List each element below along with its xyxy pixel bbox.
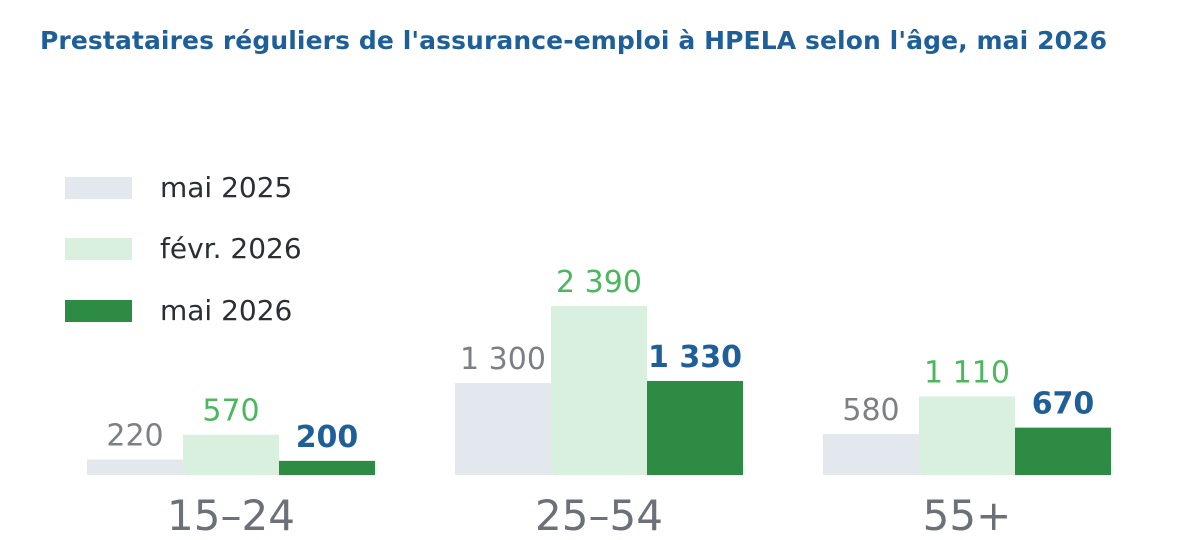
bar-1-0 [455, 383, 551, 475]
data-label-1-0: 1 300 [460, 342, 546, 377]
bar-0-2 [279, 460, 375, 475]
bar-0-1 [183, 434, 279, 475]
data-label-0-1: 570 [202, 394, 259, 429]
legend-item-mai-2025: mai 2025 [65, 168, 365, 208]
bar-2-1 [919, 396, 1015, 475]
legend-item-mai-2026: mai 2026 [65, 291, 365, 331]
legend-item-fevr-2026: févr. 2026 [65, 229, 365, 269]
category-label-1: 25–54 [535, 491, 663, 540]
bar-1-2 [647, 380, 743, 475]
data-label-2-1: 1 110 [924, 356, 1010, 391]
category-label-2: 55+ [923, 491, 1012, 540]
bar-0-0 [87, 459, 183, 475]
data-label-1-2: 1 330 [648, 340, 742, 375]
bar-2-2 [1015, 427, 1111, 475]
data-label-2-0: 580 [842, 393, 899, 428]
legend-swatch [65, 300, 132, 322]
bar-2-0 [823, 433, 919, 475]
legend-label: mai 2025 [160, 171, 293, 204]
data-label-2-2: 670 [1032, 387, 1095, 422]
legend-swatch [65, 238, 132, 260]
category-label-0: 15–24 [167, 491, 295, 540]
data-label-0-0: 220 [106, 418, 163, 453]
data-label-0-2: 200 [296, 420, 359, 455]
legend-label: févr. 2026 [160, 232, 302, 265]
legend-label: mai 2026 [160, 294, 293, 327]
chart-title: Prestataires réguliers de l'assurance-em… [40, 26, 1108, 55]
bar-1-1 [551, 306, 647, 475]
data-label-1-1: 2 390 [556, 265, 642, 300]
legend-swatch [65, 177, 132, 199]
